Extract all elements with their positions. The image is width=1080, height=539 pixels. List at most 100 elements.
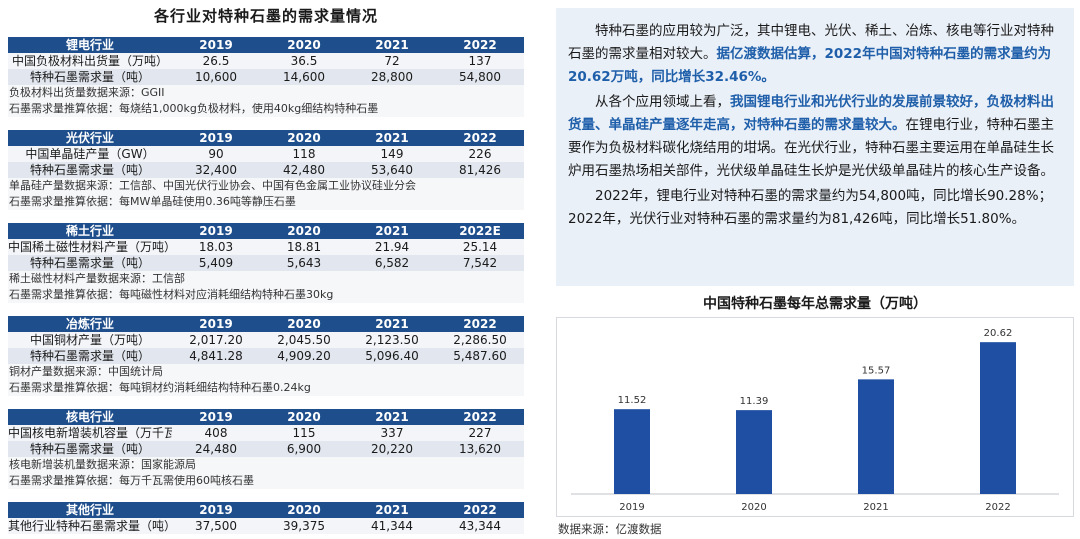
table-cell: 7,542	[436, 255, 524, 271]
row-label: 中国负极材料出货量（万吨）	[8, 53, 172, 69]
year-header: 2020	[260, 223, 348, 239]
row-label: 中国核电新增装机容量（万千瓦）	[8, 425, 172, 441]
table-cell: 21.94	[348, 239, 436, 255]
industry-name: 冶炼行业	[8, 316, 172, 332]
table-row: 中国核电新增装机容量（万千瓦） 408 115 337 227	[8, 425, 524, 441]
table-header-row: 锂电行业 2019 2020 2021 2022	[8, 37, 524, 53]
data-source-line: 单晶硅产量数据来源：工信部、中国光伏行业协会、中国有色金属工业协议硅业分会	[8, 178, 524, 194]
table-cell: 149	[348, 146, 436, 162]
year-header: 2022	[436, 502, 524, 518]
year-header: 2019	[172, 37, 260, 53]
estimation-basis-line: 石墨需求量推算依据：每吨铜材约消耗细结构特种石墨0.24kg	[8, 380, 524, 396]
year-header: 2022	[436, 316, 524, 332]
row-label: 特种石墨需求量（吨）	[8, 255, 172, 271]
industry-name: 其他行业	[8, 502, 172, 518]
table-header-row: 其他行业 2019 2020 2021 2022	[8, 502, 524, 518]
table-cell: 2,123.50	[348, 332, 436, 348]
table-cell: 36.5	[260, 53, 348, 69]
table-row: 特种石墨需求量（吨） 24,480 6,900 20,220 13,620	[8, 441, 524, 457]
table-row: 其他行业特种石墨需求量（吨） 37,500 39,375 41,344 43,344	[8, 518, 524, 534]
table-cell: 42,480	[260, 162, 348, 178]
table-cell: 226	[436, 146, 524, 162]
table-cell: 25.14	[436, 239, 524, 255]
industry-name: 锂电行业	[8, 37, 172, 53]
year-header: 2022	[436, 409, 524, 425]
table-cell: 137	[436, 53, 524, 69]
bar-value-label: 15.57	[862, 365, 891, 376]
table-cell: 2,017.20	[172, 332, 260, 348]
table-cell: 118	[260, 146, 348, 162]
table-cell: 4,909.20	[260, 348, 348, 364]
industry-block: 冶炼行业 2019 2020 2021 2022 中国铜材产量（万吨） 2,017.20 2,…	[8, 316, 524, 396]
paragraph-1-highlight: 据亿渡数据估算，2022年中国对特种石墨的需求量约为20.62万吨，同比增长32…	[568, 46, 1052, 85]
table-cell: 53,640	[348, 162, 436, 178]
data-source-line: 铜材产量数据来源：中国统计局	[8, 364, 524, 380]
row-label: 中国铜材产量（万吨）	[8, 332, 172, 348]
table-cell: 6,900	[260, 441, 348, 457]
estimation-basis-line: 石墨需求量推算依据：每MW单晶硅使用0.36吨等静压石墨	[8, 194, 524, 210]
table-cell: 13,620	[436, 441, 524, 457]
paragraph-1: 特种石墨的应用较为广泛，其中锂电、光伏、稀土、冶炼、核电等行业对特种石墨的需求量…	[568, 20, 1064, 89]
industry-block: 锂电行业 2019 2020 2021 2022 中国负极材料出货量（万吨） 26.5 36.…	[8, 37, 524, 117]
table-cell: 90	[172, 146, 260, 162]
year-header: 2020	[260, 409, 348, 425]
table-cell: 39,375	[260, 518, 348, 534]
year-header: 2021	[348, 37, 436, 53]
industry-name: 核电行业	[8, 409, 172, 425]
year-header: 2022	[436, 130, 524, 146]
table-row: 特种石墨需求量（吨） 32,400 42,480 53,640 81,426	[8, 162, 524, 178]
table-cell: 115	[260, 425, 348, 441]
row-label: 中国稀土磁性材料产量（万吨）	[8, 239, 172, 255]
row-label: 特种石墨需求量（吨）	[8, 348, 172, 364]
x-tick-label: 2020	[741, 502, 766, 513]
data-source-line: 负极材料出货量数据来源：GGII	[8, 85, 524, 101]
table-cell: 10,600	[172, 69, 260, 85]
industry-block: 稀土行业 2019 2020 2021 2022E 中国稀土磁性材料产量（万吨） 18.03…	[8, 223, 524, 303]
table-cell: 6,582	[348, 255, 436, 271]
table-cell: 26.5	[172, 53, 260, 69]
year-header: 2021	[348, 502, 436, 518]
table-cell: 337	[348, 425, 436, 441]
row-label: 中国单晶硅产量（GW）	[8, 146, 172, 162]
x-tick-label: 2021	[863, 502, 888, 513]
data-source-line: 核电新增装机量数据来源：国家能源局	[8, 457, 524, 473]
industry-table: 核电行业 2019 2020 2021 2022 中国核电新增装机容量（万千瓦） 408 11…	[8, 409, 524, 457]
table-header-row: 稀土行业 2019 2020 2021 2022E	[8, 223, 524, 239]
table-cell: 41,344	[348, 518, 436, 534]
table-row: 特种石墨需求量（吨） 4,841.28 4,909.20 5,096.40 5,487.…	[8, 348, 524, 364]
table-cell: 72	[348, 53, 436, 69]
year-header: 2019	[172, 130, 260, 146]
demand-bar-chart: 11.52 2019 11.39 2020 15.57 2021 20.62 2022	[556, 317, 1074, 517]
table-row: 中国稀土磁性材料产量（万吨） 18.03 18.81 21.94 25.14	[8, 239, 524, 255]
table-row: 中国单晶硅产量（GW） 90 118 149 226	[8, 146, 524, 162]
year-header: 2019	[172, 316, 260, 332]
industry-table: 光伏行业 2019 2020 2021 2022 中国单晶硅产量（GW） 90 118 149 2…	[8, 130, 524, 178]
year-header: 2019	[172, 223, 260, 239]
paragraph-3: 2022年，锂电行业对特种石墨的需求量约为54,800吨，同比增长90.28%；…	[568, 188, 1053, 227]
table-cell: 14,600	[260, 69, 348, 85]
row-label: 其他行业特种石墨需求量（吨）	[8, 518, 172, 534]
year-header: 2021	[348, 316, 436, 332]
x-tick-label: 2019	[619, 502, 644, 513]
bar-2022	[980, 342, 1016, 494]
table-cell: 32,400	[172, 162, 260, 178]
table-cell: 54,800	[436, 69, 524, 85]
year-header: 2019	[172, 409, 260, 425]
year-header: 2020	[260, 130, 348, 146]
table-cell: 2,045.50	[260, 332, 348, 348]
industry-block: 核电行业 2019 2020 2021 2022 中国核电新增装机容量（万千瓦） 408 11…	[8, 409, 524, 489]
bar-2021	[858, 379, 894, 494]
x-tick-label: 2022	[985, 502, 1010, 513]
table-cell: 24,480	[172, 441, 260, 457]
analysis-text-panel: 特种石墨的应用较为广泛，其中锂电、光伏、稀土、冶炼、核电等行业对特种石墨的需求量…	[556, 8, 1074, 286]
table-cell: 28,800	[348, 69, 436, 85]
year-header: 2022	[436, 37, 524, 53]
table-cell: 2,286.50	[436, 332, 524, 348]
bar-value-label: 20.62	[984, 328, 1013, 339]
industry-table: 锂电行业 2019 2020 2021 2022 中国负极材料出货量（万吨） 26.5 36.…	[8, 37, 524, 85]
chart-svg: 11.52 2019 11.39 2020 15.57 2021 20.62 2022	[571, 328, 1059, 513]
table-cell: 20,220	[348, 441, 436, 457]
table-row: 中国铜材产量（万吨） 2,017.20 2,045.50 2,123.50 2,286.…	[8, 332, 524, 348]
row-label: 特种石墨需求量（吨）	[8, 69, 172, 85]
table-cell: 37,500	[172, 518, 260, 534]
